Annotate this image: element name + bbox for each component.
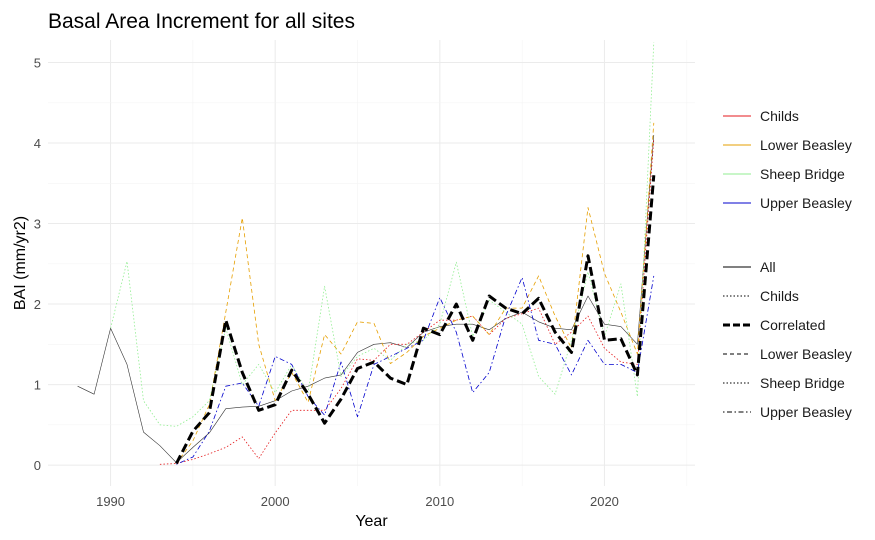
legend-label-colour: Upper Beasley xyxy=(760,195,852,211)
legend-label-linetype: Sheep Bridge xyxy=(760,375,845,391)
series-line-childs xyxy=(159,138,655,465)
plot-grid xyxy=(48,40,695,486)
colour-legend: Childs Lower Beasley Sheep Bridge Upper Bea… xyxy=(723,108,852,211)
legend-label-colour: Sheep Bridge xyxy=(760,166,845,182)
series-line-upper-beasley xyxy=(176,275,655,465)
chart-title: Basal Area Increment for all sites xyxy=(48,10,355,33)
legend-label-linetype: Upper Beasley xyxy=(760,404,852,420)
x-axis-title: Year xyxy=(355,513,388,530)
y-axis-title: BAI (mm/yr2) xyxy=(12,216,29,310)
x-tick-label: 2010 xyxy=(425,494,454,509)
y-tick-label: 1 xyxy=(34,378,41,393)
series-line-lower-beasley xyxy=(176,122,655,464)
series-line-sheep-bridge xyxy=(110,42,655,427)
y-tick-label: 2 xyxy=(34,297,41,312)
x-axis-ticks: 1990 2000 2010 2020 xyxy=(96,494,619,509)
y-tick-label: 5 xyxy=(34,56,41,71)
x-tick-label: 1990 xyxy=(96,494,125,509)
legend-label-linetype: Lower Beasley xyxy=(760,346,852,362)
legend-label-linetype: All xyxy=(760,259,776,275)
legend-label-linetype: Correlated xyxy=(760,317,825,333)
legend-label-colour: Lower Beasley xyxy=(760,137,852,153)
y-tick-label: 0 xyxy=(34,458,41,473)
x-tick-label: 2000 xyxy=(261,494,290,509)
series-line-all xyxy=(77,134,655,464)
x-tick-label: 2020 xyxy=(590,494,619,509)
y-tick-label: 4 xyxy=(34,136,41,151)
series-line-correlated xyxy=(175,175,656,465)
legend-label-colour: Childs xyxy=(760,108,799,124)
y-axis-ticks: 0 1 2 3 4 5 xyxy=(34,56,41,474)
linetype-legend: All Childs Correlated Lower Beasley Sheep Br… xyxy=(723,259,852,420)
legend-label-linetype: Childs xyxy=(760,288,799,304)
y-tick-label: 3 xyxy=(34,217,41,232)
series-layer xyxy=(77,42,656,465)
